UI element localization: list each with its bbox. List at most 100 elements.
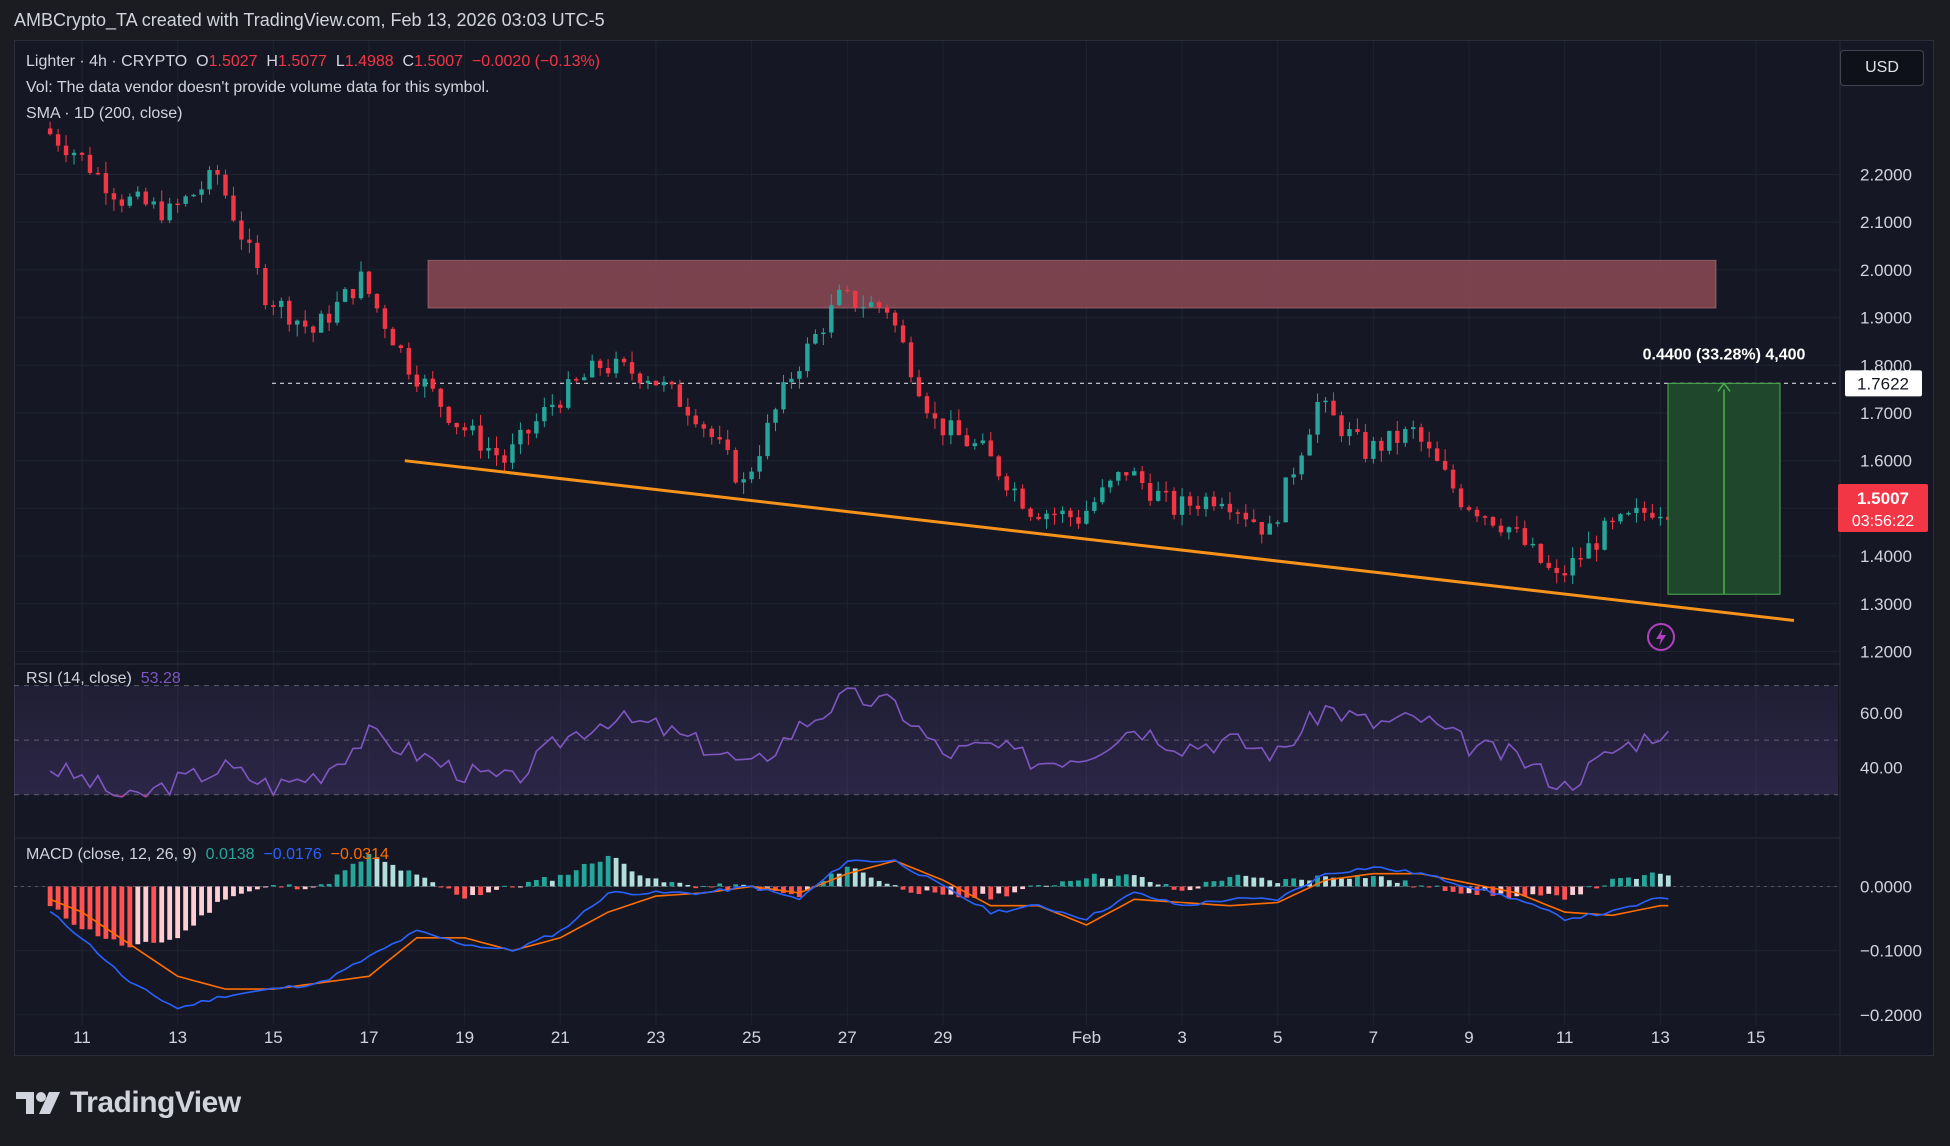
macd-histogram-bar (1187, 886, 1193, 891)
macd-histogram-bar (557, 874, 563, 887)
macd-histogram-bar (789, 886, 794, 895)
ohlc-high: H1.5077 (266, 53, 327, 70)
candle-down (637, 373, 643, 384)
macd-histogram-bar (701, 885, 707, 887)
macd-histogram-bar (733, 884, 739, 887)
macd-histogram-bar (948, 886, 954, 895)
macd-histogram-bar (454, 886, 460, 895)
candle-down (103, 173, 109, 194)
candle-up (1179, 496, 1185, 515)
macd-histogram-bar (1347, 878, 1352, 887)
candle-down (502, 455, 507, 463)
sma-legend[interactable]: SMA · 1D (200, close) (26, 105, 183, 122)
macd-histogram-bar (1546, 886, 1552, 894)
candle-up (1060, 510, 1065, 515)
macd-histogram-bar (797, 886, 802, 898)
macd-histogram-bar (95, 886, 101, 937)
macd-histogram-bar (1442, 886, 1448, 891)
candle-down (1538, 543, 1543, 563)
macd-histogram-bar (55, 886, 61, 910)
candle-down (908, 342, 914, 378)
candle-down (924, 396, 930, 414)
macd-histogram-bar (1554, 886, 1560, 896)
macd-histogram-bar (494, 886, 499, 890)
macd-histogram-bar (175, 886, 181, 939)
candle-down (1490, 516, 1496, 526)
macd-histogram-bar (1139, 876, 1145, 887)
macd-histogram-bar (254, 886, 260, 890)
ohlc-open: O1.5027 (196, 53, 258, 70)
macd-histogram-bar (1179, 886, 1185, 891)
macd-histogram-bar (533, 880, 539, 887)
macd-histogram-bar (310, 886, 316, 888)
tradingview-logo[interactable]: TradingView (16, 1086, 241, 1120)
macd-histogram-bar (430, 882, 436, 887)
macd-tick-label: 0.0000 (1860, 877, 1912, 896)
rsi-oversold-fill (142, 794, 149, 797)
rsi-pane (14, 685, 1838, 798)
candle-up (1403, 429, 1408, 443)
macd-histogram-bar (932, 886, 938, 893)
rsi-legend[interactable]: RSI (14, close) 53.28 (26, 670, 181, 687)
lightning-icon (1647, 623, 1675, 651)
candle-down (1522, 528, 1528, 545)
candle-down (876, 302, 882, 308)
macd-histogram-bar (502, 885, 507, 887)
candle-down (462, 427, 467, 431)
macd-histogram-bar (1514, 886, 1520, 897)
macd-histogram-bar (414, 874, 420, 887)
price-tick-label: 1.3000 (1860, 595, 1912, 614)
candle-down (1426, 441, 1432, 449)
candle-up (1291, 474, 1296, 478)
macd-histogram-bar (781, 886, 786, 893)
macd-histogram-bar (159, 886, 165, 943)
currency-button[interactable]: USD (1840, 50, 1924, 86)
candle-up (127, 196, 133, 206)
macd-histogram-bar (1522, 886, 1528, 897)
tradingview-logo-icon (16, 1092, 60, 1114)
candle-down (1498, 525, 1504, 533)
candle-up (613, 358, 619, 374)
macd-histogram-bar (247, 886, 252, 892)
candle-up (486, 448, 491, 451)
price-tick-label: 2.2000 (1860, 166, 1912, 185)
candle-up (582, 377, 587, 381)
macd-tick-label: −0.2000 (1860, 1006, 1922, 1025)
macd-histogram-bar (1243, 875, 1249, 887)
macd-histogram-bar (581, 863, 587, 887)
symbol-legend: Lighter · 4h · CRYPTO O1.5027 H1.5077 L1… (26, 53, 600, 71)
candle-down (95, 172, 101, 175)
macd-histogram-bar (1299, 879, 1305, 887)
x-tick-label: 7 (1369, 1028, 1378, 1047)
symbol-name[interactable]: Lighter · 4h · CRYPTO (26, 53, 188, 70)
macd-histogram-bar (908, 886, 914, 893)
candle-down (79, 152, 85, 155)
macd-histogram-bar (605, 855, 611, 887)
candle-up (1602, 520, 1607, 550)
candle-up (1506, 527, 1512, 533)
candle-up (71, 152, 77, 156)
candle-up (1307, 434, 1312, 456)
measure-label: 0.4400 (33.28%) 4,400 (1643, 346, 1806, 363)
macd-histogram-bar (1076, 880, 1081, 887)
candle-down (629, 362, 635, 374)
candle-down (956, 420, 962, 436)
candle-down (255, 242, 260, 268)
macd-histogram-bar (1458, 886, 1464, 894)
candle-down (701, 424, 706, 429)
macd-legend[interactable]: MACD (close, 12, 26, 9) 0.0138 −0.0176 −… (26, 846, 389, 863)
macd-histogram-bar (892, 885, 898, 887)
candle-down (382, 308, 388, 329)
macd-histogram-bar (1530, 886, 1536, 895)
macd-histogram-bar (1386, 880, 1392, 887)
macd-histogram-bar (1044, 885, 1049, 887)
macd-histogram-bar (725, 886, 731, 889)
ohlc-close: C1.5007 (402, 53, 464, 70)
rsi-tick-label: 40.00 (1860, 758, 1903, 777)
macd-histogram-bar (183, 886, 189, 931)
macd-histogram-bar (438, 886, 444, 888)
candle-down (143, 191, 148, 205)
macd-histogram-bar (103, 886, 109, 939)
candle-down (1171, 490, 1177, 515)
